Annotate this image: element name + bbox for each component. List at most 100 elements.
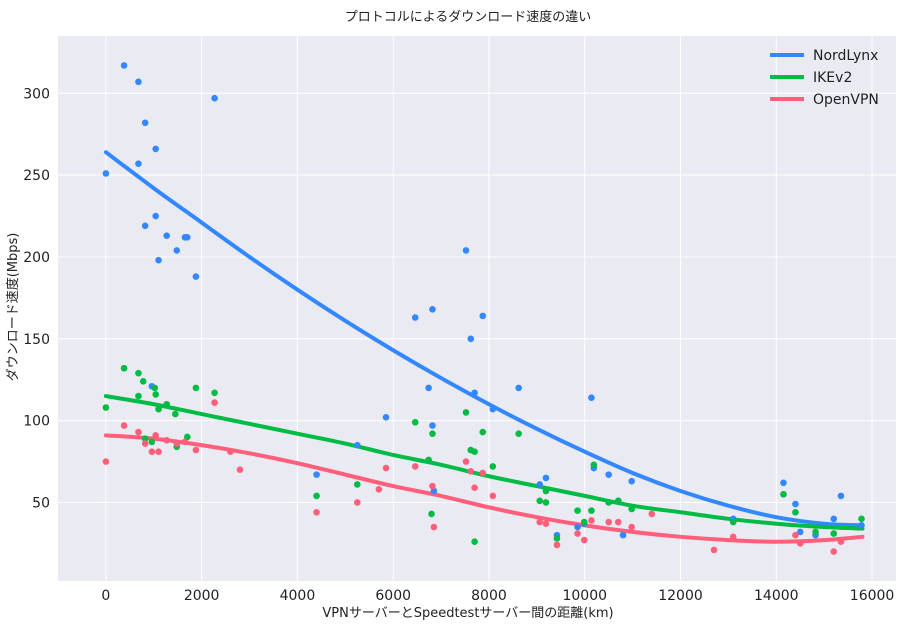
ikev2-point <box>120 364 128 372</box>
ikev2-point <box>353 481 361 488</box>
openvpn-point <box>155 448 162 456</box>
nordlynx-point <box>515 384 522 392</box>
legend: NordLynx IKEv2 OpenVPN <box>770 48 879 108</box>
nordlynx-point <box>135 78 142 86</box>
nordlynx-point <box>479 312 487 320</box>
nordlynx-point <box>780 479 787 487</box>
nordlynx-point <box>163 232 171 239</box>
openvpn-point <box>796 540 804 547</box>
ikev2-point <box>102 404 110 411</box>
openvpn-point <box>429 482 436 490</box>
ikev2-point <box>792 508 799 516</box>
trend-lines <box>103 150 865 544</box>
nordlynx-point <box>858 522 865 529</box>
ikev2-point <box>542 487 550 495</box>
nordlynx-point <box>796 528 804 536</box>
y-tick-label: 50 <box>32 495 50 511</box>
ikev2-point <box>553 535 561 542</box>
ikev2-point <box>489 463 497 470</box>
ikev2-point <box>135 369 142 377</box>
ikev2-point <box>428 510 435 518</box>
ikev2-point <box>574 507 581 514</box>
nordlynx-point <box>353 441 361 449</box>
ikev2-point <box>536 497 544 505</box>
openvpn-point <box>628 523 635 531</box>
nordlynx-point <box>411 314 419 321</box>
nordlynx-point <box>462 247 470 254</box>
openvpn-point <box>152 432 159 439</box>
ikev2-trend-line <box>103 394 865 531</box>
nordlynx-point <box>152 212 159 220</box>
openvpn-point <box>313 508 320 516</box>
openvpn-point <box>163 436 171 444</box>
nordlynx-trend-line <box>103 150 865 528</box>
openvpn-point <box>729 533 737 541</box>
nordlynx-point <box>211 94 218 102</box>
y-axis-label: ダウンロード速度(Mbps) <box>5 233 21 382</box>
ikev2-point <box>411 418 419 426</box>
openvpn-point <box>411 463 419 470</box>
nordlynx-point <box>471 389 478 397</box>
nordlynx-point <box>382 414 390 421</box>
y-tick-label: 150 <box>23 332 50 348</box>
openvpn-point <box>830 548 838 555</box>
nordlynx-point <box>792 500 799 508</box>
ikev2-point <box>462 409 470 416</box>
ikev2-point <box>812 528 819 536</box>
openvpn-point <box>135 428 142 436</box>
data-points <box>102 62 865 555</box>
ikev2-point <box>155 405 162 413</box>
nordlynx-point <box>574 523 581 531</box>
ikev2-point <box>515 430 522 438</box>
nordlynx-point <box>141 222 149 230</box>
nordlynx-point <box>429 422 436 429</box>
nordlynx-point <box>425 384 432 392</box>
nordlynx-point <box>135 160 142 167</box>
nordlynx-point <box>173 247 181 254</box>
legend-label-nordlynx: NordLynx <box>813 48 878 64</box>
openvpn-point <box>120 422 128 429</box>
ikev2-point <box>211 389 218 397</box>
ikev2-point <box>139 378 147 385</box>
y-tick-label: 250 <box>23 168 50 184</box>
nordlynx-point <box>588 394 595 401</box>
ikev2-point <box>151 384 159 392</box>
openvpn-point <box>710 546 718 554</box>
nordlynx-point <box>467 335 475 343</box>
nordlynx-point <box>155 256 162 264</box>
y-tick-label: 200 <box>23 250 50 266</box>
ikev2-point <box>628 505 635 513</box>
chart-title: プロトコルによるダウンロード速度の違い <box>345 9 592 25</box>
nordlynx-point <box>542 474 550 482</box>
openvpn-point <box>614 518 622 526</box>
nordlynx-point <box>183 234 191 241</box>
ikev2-point <box>471 538 478 546</box>
x-axis-label: VPNサーバーとSpeedtestサーバー間の距離(km) <box>322 606 613 621</box>
openvpn-point <box>211 399 218 406</box>
openvpn-point <box>382 464 390 472</box>
openvpn-point <box>792 531 799 539</box>
openvpn-point <box>574 530 581 537</box>
openvpn-point <box>605 518 612 526</box>
openvpn-point <box>580 536 588 544</box>
ikev2-point <box>135 392 142 400</box>
ikev2-point <box>729 518 737 526</box>
openvpn-point <box>588 517 595 524</box>
openvpn-point <box>181 438 189 446</box>
nordlynx-point <box>837 492 845 500</box>
grid-lines <box>58 36 896 581</box>
openvpn-point <box>542 520 550 528</box>
ikev2-point <box>479 428 487 436</box>
ikev2-point <box>152 391 159 398</box>
openvpn-point <box>192 446 200 454</box>
x-tick-label: 12000 <box>658 588 703 604</box>
nordlynx-point <box>628 477 635 485</box>
y-tick-label: 300 <box>23 86 50 102</box>
nordlynx-point <box>120 62 128 69</box>
openvpn-point <box>141 440 149 447</box>
nordlynx-point <box>830 515 838 523</box>
openvpn-point <box>227 448 234 456</box>
ikev2-point <box>425 456 432 464</box>
